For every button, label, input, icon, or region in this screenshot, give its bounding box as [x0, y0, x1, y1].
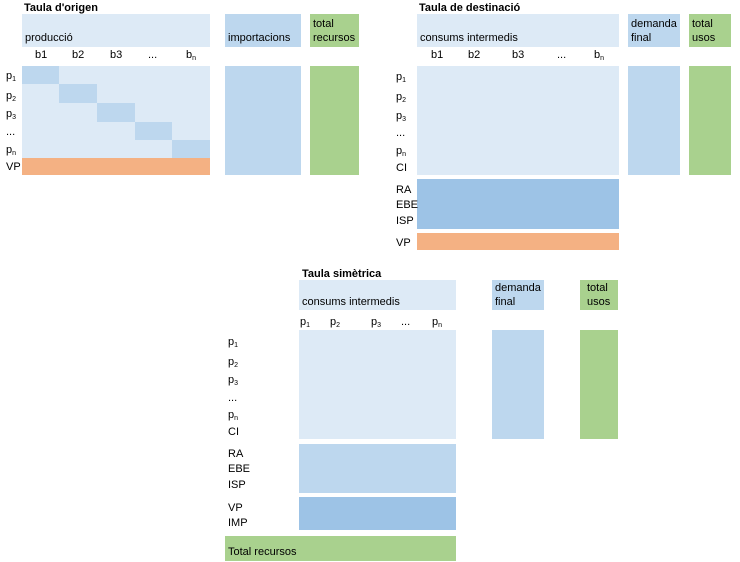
destination-intermediate-matrix [417, 66, 619, 175]
symmetric-total-resources-label: Total recursos [228, 546, 297, 558]
symmetric-total-column [580, 330, 618, 439]
symmetric-row-label: CI [228, 426, 239, 438]
origin-col-label: b1 [35, 49, 48, 61]
destination-demand-label-2: final [631, 32, 652, 44]
origin-diagonal-cell [135, 122, 172, 140]
origin-total-column [310, 66, 359, 175]
symmetric-title: Taula simètrica [302, 268, 382, 280]
destination-row-label: ... [396, 127, 406, 139]
destination-intermediate-label: consums intermedis [420, 32, 518, 44]
symmetric-va-label: ISP [228, 479, 246, 491]
symmetric-imp-label: IMP [228, 517, 248, 529]
symmetric-total-label-2: usos [587, 296, 611, 308]
symmetric-demand-label-1: demanda [495, 282, 541, 294]
destination-va-label: ISP [396, 215, 414, 227]
destination-intermediate-header: consums intermedis [417, 14, 619, 47]
destination-demand-label-1: demanda [631, 18, 677, 30]
origin-diagonal-cell [59, 84, 97, 103]
origin-row-label: pn [6, 144, 17, 157]
destination-row-label: p2 [396, 91, 407, 104]
destination-row-label: CI [396, 162, 407, 174]
origin-production-label: producció [25, 32, 73, 44]
destination-row-label: p1 [396, 71, 407, 84]
destination-col-label: b2 [468, 49, 481, 61]
symmetric-row-label: p2 [228, 356, 239, 369]
symmetric-col-label: p1 [300, 316, 311, 329]
origin-diagonal-cell [22, 66, 59, 84]
symmetric-vp-label: VP [228, 502, 243, 514]
origin-row-label: ... [6, 126, 16, 138]
destination-title: Taula de destinació [419, 2, 521, 14]
symmetric-intermediate-matrix [299, 330, 456, 439]
origin-col-label: bn [186, 49, 197, 62]
symmetric-row-label: p1 [228, 336, 239, 349]
symmetric-demand-column [492, 330, 544, 439]
origin-imports-column [225, 66, 301, 175]
origin-imports-header: importacions [225, 14, 301, 47]
origin-col-label: ... [148, 49, 158, 61]
destination-total-header: total usos [689, 14, 731, 47]
symmetric-col-label: p2 [330, 316, 341, 329]
origin-total-label-1: total [313, 18, 334, 30]
destination-total-column [689, 66, 731, 175]
origin-row-label: p3 [6, 108, 17, 121]
destination-va-label: EBE [396, 199, 419, 211]
symmetric-total-label-1: total [587, 282, 608, 294]
destination-va-label: RA [396, 184, 412, 196]
destination-total-label-2: usos [692, 32, 716, 44]
destination-demand-header: demanda final [628, 14, 680, 47]
destination-col-label: b3 [512, 49, 525, 61]
destination-vp-label: VP [396, 237, 411, 249]
origin-diagonal-cell [97, 103, 135, 122]
origin-row-label: p2 [6, 90, 17, 103]
symmetric-intermediate-header: consums intermedis [299, 280, 456, 310]
origin-title: Taula d'origen [24, 2, 98, 14]
symmetric-row-label: ... [228, 392, 238, 404]
destination-vp-row [417, 233, 619, 250]
symmetric-demand-header: demanda final [492, 280, 544, 310]
symmetric-demand-label-2: final [495, 296, 516, 308]
symmetric-row-label: pn [228, 409, 239, 422]
destination-total-label-1: total [692, 18, 713, 30]
destination-col-label: bn [594, 49, 605, 62]
origin-col-label: b2 [72, 49, 85, 61]
symmetric-row-label: p3 [228, 374, 239, 387]
origin-diagonal-cell [172, 140, 210, 158]
symmetric-total-resources-row: Total recursos [225, 536, 456, 561]
symmetric-vp-imp-block [299, 497, 456, 530]
destination-col-label: b1 [431, 49, 444, 61]
destination-row-label: p3 [396, 110, 407, 123]
origin-row-label: p1 [6, 70, 17, 83]
origin-total-label-2: recursos [313, 32, 356, 44]
symmetric-value-added-block [299, 444, 456, 493]
origin-imports-label: importacions [228, 32, 291, 44]
origin-vp-row [22, 158, 210, 175]
symmetric-col-label: ... [401, 316, 411, 328]
symmetric-va-label: RA [228, 448, 244, 460]
destination-row-label: pn [396, 145, 407, 158]
destination-col-label: ... [557, 49, 567, 61]
symmetric-intermediate-label: consums intermedis [302, 296, 400, 308]
origin-production-header: producció [22, 14, 210, 47]
destination-value-added-block [417, 179, 619, 229]
origin-col-label: b3 [110, 49, 123, 61]
origin-total-header: total recursos [310, 14, 359, 47]
symmetric-va-label: EBE [228, 463, 251, 475]
symmetric-col-label: pn [432, 316, 443, 329]
symmetric-total-header: total usos [580, 280, 618, 310]
origin-vp-label: VP [6, 161, 21, 173]
destination-demand-column [628, 66, 680, 175]
symmetric-col-label: p3 [371, 316, 382, 329]
